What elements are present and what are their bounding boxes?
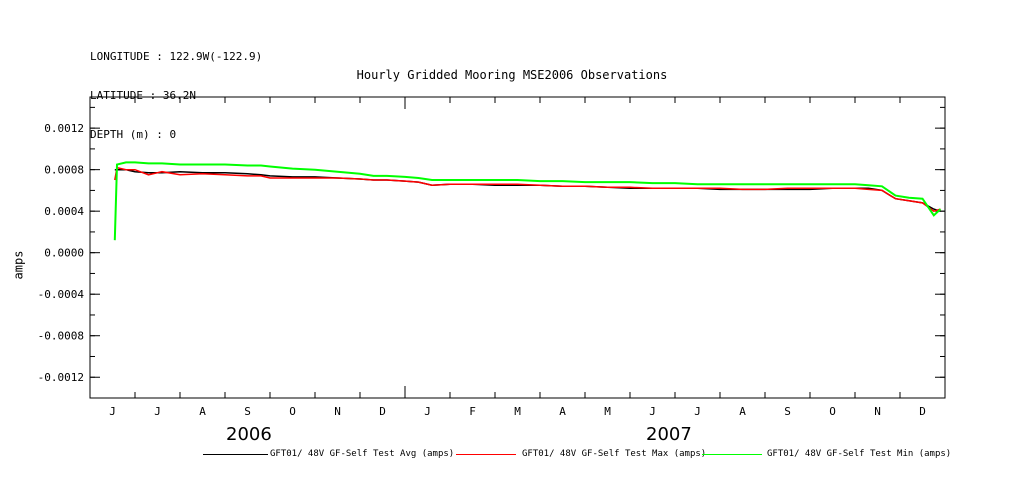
x-tick-label: O bbox=[829, 405, 836, 418]
x-tick-label: A bbox=[199, 405, 206, 418]
x-tick-label: J bbox=[424, 405, 431, 418]
series-line-2 bbox=[113, 161, 942, 241]
x-tick-label: A bbox=[559, 405, 566, 418]
x-tick-label: N bbox=[874, 405, 881, 418]
x-tick-label: M bbox=[514, 405, 521, 418]
chart-title: Hourly Gridded Mooring MSE2006 Observati… bbox=[356, 68, 668, 82]
x-tick-label: J bbox=[649, 405, 656, 418]
x-tick-label: S bbox=[784, 405, 791, 418]
y-tick-label: 0.0012 bbox=[44, 122, 84, 135]
x-tick-label: A bbox=[739, 405, 746, 418]
x-tick-label: O bbox=[289, 405, 296, 418]
legend-label-max: GFT01/ 48V GF-Self Test Max (amps) bbox=[522, 449, 707, 459]
depth-label: DEPTH (m) : 0 bbox=[90, 128, 177, 141]
y-tick-label: 0.0008 bbox=[44, 164, 84, 177]
plot-frame bbox=[89, 96, 946, 399]
legend-swatch-min bbox=[702, 454, 762, 455]
metadata-block: LONGITUDE : 122.9W(-122.9) LATITUDE : 36… bbox=[90, 24, 262, 154]
x-tick-label: J bbox=[109, 405, 116, 418]
y-tick-label: 0.0004 bbox=[44, 205, 84, 218]
y-tick-label: 0.0000 bbox=[44, 247, 84, 260]
year-label-2007: 2007 bbox=[646, 424, 692, 445]
x-tick-label: M bbox=[604, 405, 611, 418]
y-tick-label: -0.0004 bbox=[38, 288, 85, 301]
x-tick-label: J bbox=[694, 405, 701, 418]
y-axis-label: amps bbox=[11, 250, 26, 280]
x-tick-label: D bbox=[379, 405, 386, 418]
longitude-label: LONGITUDE : 122.9W(-122.9) bbox=[90, 50, 263, 63]
legend-label-avg: GFT01/ 48V GF-Self Test Avg (amps) bbox=[270, 449, 455, 459]
latitude-label: LATITUDE : 36.2N bbox=[90, 89, 196, 102]
legend-label-min: GFT01/ 48V GF-Self Test Min (amps) bbox=[767, 449, 952, 459]
y-tick-label: -0.0008 bbox=[38, 330, 84, 343]
x-tick-label: N bbox=[334, 405, 341, 418]
series-line-1 bbox=[114, 166, 941, 213]
x-tick-label: F bbox=[469, 405, 476, 418]
year-label-2006: 2006 bbox=[226, 424, 272, 445]
legend-swatch-max bbox=[456, 454, 516, 455]
x-tick-label: J bbox=[154, 405, 161, 418]
legend-swatch-avg bbox=[203, 454, 268, 455]
x-tick-label: S bbox=[244, 405, 251, 418]
y-tick-label: -0.0012 bbox=[38, 371, 84, 384]
x-tick-label: D bbox=[919, 405, 926, 418]
